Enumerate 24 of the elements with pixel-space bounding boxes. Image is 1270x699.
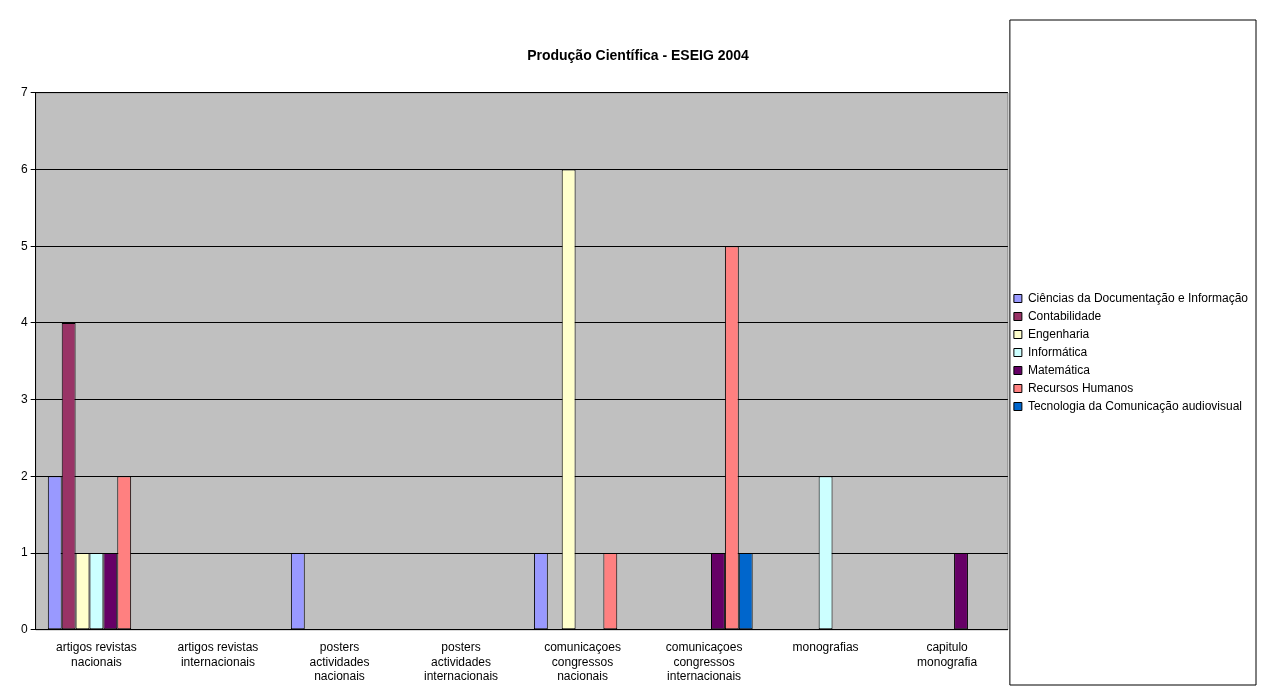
x-tick-label: comunicaçoes congressos nacionais: [544, 640, 621, 684]
x-tick-label: comunicaçoes congressos internacionais: [665, 640, 743, 684]
legend-label: Recursos Humanos: [1027, 380, 1134, 395]
y-tick-label: 2: [20, 468, 28, 483]
x-tick-label: posters actividades nacionais: [309, 640, 370, 684]
y-tick-label: 4: [20, 315, 28, 330]
x-tick-label: artigos revistas nacionais: [56, 640, 137, 669]
y-tick-label: 1: [20, 545, 28, 560]
chart-title: Produção Científica - ESEIG 2004: [527, 47, 750, 64]
legend-label: Matemática: [1027, 362, 1091, 377]
x-tick-label: capitulo monografia: [917, 640, 978, 669]
x-tick-label: monografias: [792, 640, 859, 655]
legend-label: Ciências da Documentação e Informação: [1027, 290, 1249, 305]
x-tick-label: posters actividades internacionais: [423, 640, 499, 684]
legend-label: Tecnologia da Comunicação audiovisual: [1027, 398, 1243, 413]
y-tick-label: 7: [20, 85, 28, 100]
x-tick-label: artigos revistas internacionais: [177, 640, 259, 669]
y-tick-label: 3: [20, 391, 28, 406]
legend-label: Engenharia: [1027, 326, 1090, 341]
y-tick-label: 6: [20, 161, 28, 176]
legend-label: Informática: [1027, 344, 1088, 359]
y-tick-label: 0: [20, 622, 28, 637]
legend-label: Contabilidade: [1027, 308, 1102, 323]
y-tick-label: 5: [20, 238, 28, 253]
